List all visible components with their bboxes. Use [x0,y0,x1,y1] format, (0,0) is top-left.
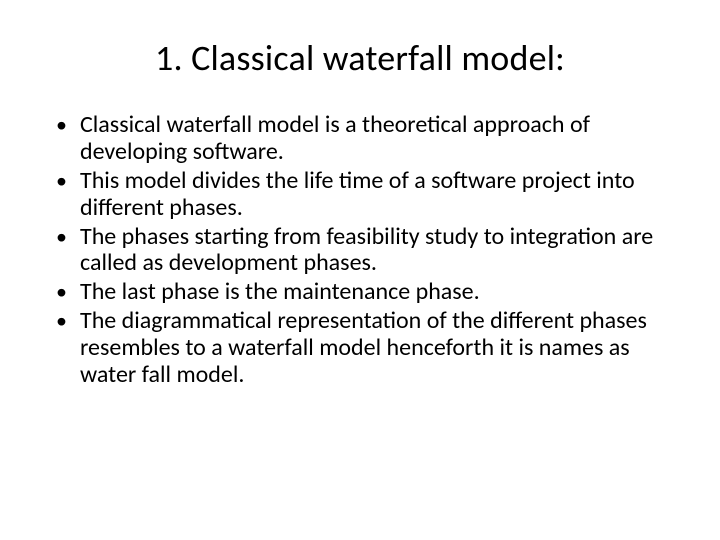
bullet-text: Classical waterfall model is a theoretic… [80,110,590,166]
list-item: The phases starting from feasibility stu… [50,224,670,278]
bullet-text: The last phase is the maintenance phase. [80,277,480,306]
slide: 1. Classical waterfall model: Classical … [0,0,720,540]
list-item: Classical waterfall model is a theoretic… [50,112,670,166]
bullet-text: The diagrammatical representation of the… [80,306,647,389]
bullet-text: The phases starting from feasibility stu… [80,222,653,278]
slide-title: 1. Classical waterfall model: [50,36,670,80]
bullet-text: This model divides the life time of a so… [80,166,635,222]
list-item: This model divides the life time of a so… [50,168,670,222]
list-item: The diagrammatical representation of the… [50,308,670,389]
list-item: The last phase is the maintenance phase. [50,279,670,306]
bullet-list: Classical waterfall model is a theoretic… [50,112,670,389]
slide-body: Classical waterfall model is a theoretic… [50,112,670,389]
